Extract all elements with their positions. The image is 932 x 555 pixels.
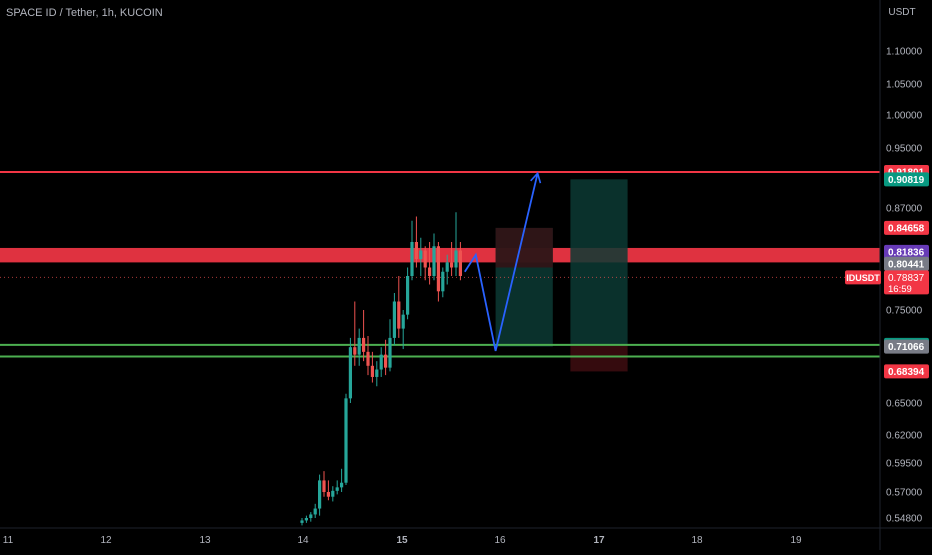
price-tag-label: 0.84658: [888, 223, 925, 234]
countdown-label: 16:59: [888, 284, 912, 295]
price-axis-currency: USDT: [888, 7, 915, 18]
price-tag-label: 0.68394: [888, 367, 925, 378]
price-tick-label: 1.05000: [886, 80, 923, 91]
candle-body-1[interactable]: [300, 520, 304, 523]
time-tick-label: 12: [100, 535, 112, 546]
candle-body-2[interactable]: [304, 518, 308, 521]
candle-body-18[interactable]: [375, 369, 379, 377]
candle-body-13[interactable]: [353, 347, 357, 355]
candle-body-12[interactable]: [348, 347, 352, 399]
candle-body-24[interactable]: [401, 314, 405, 329]
candle-body-19[interactable]: [379, 354, 383, 370]
candle-body-37[interactable]: [458, 250, 462, 277]
candle-body-32[interactable]: [436, 246, 440, 292]
candle-body-28[interactable]: [419, 250, 423, 260]
position-risk-zone-1[interactable]: [495, 227, 553, 268]
price-tick-label: 0.54800: [886, 514, 923, 525]
candle-body-31[interactable]: [432, 246, 436, 276]
candle-body-7[interactable]: [326, 492, 330, 497]
candle-body-3[interactable]: [309, 514, 313, 518]
time-tick-label: 14: [297, 535, 309, 546]
price-tick-label: 0.87000: [886, 204, 923, 215]
candle-body-26[interactable]: [410, 242, 414, 276]
price-tag-bg-2: [884, 172, 929, 187]
price-tick-label: 0.95000: [886, 144, 923, 155]
symbol-title: SPACE ID / Tether, 1h, KUCOIN: [6, 7, 163, 19]
candle-body-36[interactable]: [454, 250, 458, 268]
price-tag-bg-9: [884, 364, 929, 379]
price-tick-label: 0.75000: [886, 306, 923, 317]
price-tick-label: 0.57000: [886, 488, 923, 499]
time-tick-label: 17: [593, 535, 605, 546]
time-tick-label: 19: [790, 535, 802, 546]
time-tick-label: 13: [199, 535, 211, 546]
candle-body-9[interactable]: [335, 487, 339, 491]
price-tag-label: 0.80441: [888, 259, 925, 270]
candle-body-4[interactable]: [313, 508, 317, 515]
price-tick-label: 1.10000: [886, 47, 923, 58]
candle-body-17[interactable]: [370, 365, 374, 377]
candle-body-20[interactable]: [384, 354, 388, 368]
price-tag-bg-4: [884, 244, 929, 259]
candle-body-34[interactable]: [445, 262, 449, 272]
candle-body-33[interactable]: [441, 271, 445, 292]
price-tick-label: 0.62000: [886, 431, 923, 442]
candle-body-30[interactable]: [428, 267, 432, 277]
candle-body-25[interactable]: [406, 276, 410, 315]
price-tag-label: 0.90819: [888, 175, 925, 186]
price-tick-label: 0.59500: [886, 459, 923, 470]
symbol-tag-label: IDUSDT: [846, 273, 880, 283]
candle-body-8[interactable]: [331, 490, 335, 497]
price-tag-label: 0.81836: [888, 247, 925, 258]
position-stop-zone-2[interactable]: [570, 344, 628, 372]
candle-body-11[interactable]: [344, 398, 348, 483]
candle-body-21[interactable]: [388, 337, 392, 368]
price-tag-bg-5: [884, 256, 929, 271]
time-tick-label: 16: [494, 535, 506, 546]
candle-body-10[interactable]: [340, 482, 344, 488]
candle-body-29[interactable]: [423, 250, 427, 268]
price-tag-label: 0.78837: [888, 273, 925, 284]
projection-arrow-path[interactable]: [464, 171, 542, 352]
time-tick-label: 11: [3, 535, 14, 546]
price-tick-label: 1.00000: [886, 111, 923, 122]
symbol-tag-bg: [845, 270, 881, 285]
time-tick-label: 18: [691, 535, 703, 546]
price-tick-label: 0.65000: [886, 399, 923, 410]
price-tag-bg-6: [884, 270, 929, 295]
candle-body-14[interactable]: [357, 337, 361, 355]
candle-body-15[interactable]: [362, 337, 366, 352]
position-profit-zone-2[interactable]: [570, 179, 628, 345]
time-tick-label: 15: [396, 535, 408, 546]
candle-body-27[interactable]: [414, 242, 418, 259]
candle-body-6[interactable]: [322, 480, 326, 492]
price-tag-bg-8: [884, 339, 929, 354]
price-tag-bg-3: [884, 220, 929, 235]
price-tag-label: 0.71066: [888, 342, 925, 353]
candle-body-35[interactable]: [450, 262, 454, 268]
candle-body-16[interactable]: [366, 351, 370, 366]
candle-body-5[interactable]: [318, 480, 322, 509]
candle-body-23[interactable]: [397, 301, 401, 329]
candle-body-22[interactable]: [392, 301, 396, 338]
